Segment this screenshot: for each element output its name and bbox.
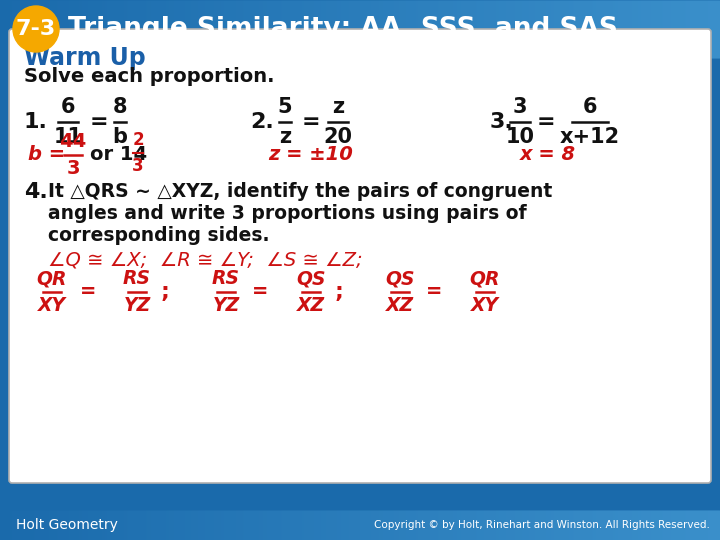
Text: 1.: 1. <box>24 112 48 132</box>
Text: =: = <box>90 112 109 132</box>
Text: XZ: XZ <box>386 296 414 315</box>
Text: It △QRS ∼ △XYZ, identify the pairs of congruent: It △QRS ∼ △XYZ, identify the pairs of co… <box>48 182 552 201</box>
Text: YZ: YZ <box>212 296 240 315</box>
Text: z = ±10: z = ±10 <box>268 145 353 165</box>
Text: YZ: YZ <box>123 296 150 315</box>
Text: 2.: 2. <box>250 112 274 132</box>
Text: 4.: 4. <box>24 182 48 202</box>
Text: =: = <box>537 112 556 132</box>
Text: b: b <box>112 126 127 146</box>
Text: QR: QR <box>469 269 500 288</box>
Circle shape <box>13 6 59 52</box>
Text: or 14: or 14 <box>90 145 147 165</box>
Text: QR: QR <box>37 269 67 288</box>
Text: RS: RS <box>212 269 240 288</box>
Text: XY: XY <box>471 296 499 315</box>
Text: Solve each proportion.: Solve each proportion. <box>24 67 274 86</box>
Text: x = 8: x = 8 <box>520 145 576 165</box>
Text: =: = <box>302 112 320 132</box>
FancyBboxPatch shape <box>9 29 711 483</box>
Text: 3: 3 <box>513 97 527 118</box>
Text: ∠Q ≅ ∠X;  ∠R ≅ ∠Y;  ∠S ≅ ∠Z;: ∠Q ≅ ∠X; ∠R ≅ ∠Y; ∠S ≅ ∠Z; <box>48 250 363 269</box>
Text: QS: QS <box>385 269 415 288</box>
Text: 8: 8 <box>113 97 127 118</box>
Text: z: z <box>279 126 291 146</box>
Text: z: z <box>332 97 344 118</box>
Text: 6: 6 <box>582 97 598 118</box>
Text: x+12: x+12 <box>560 126 620 146</box>
Text: XZ: XZ <box>297 296 325 315</box>
Text: Triangle Similarity: AA, SSS, and SAS: Triangle Similarity: AA, SSS, and SAS <box>68 16 618 42</box>
Text: corresponding sides.: corresponding sides. <box>48 226 269 245</box>
Text: 3: 3 <box>66 159 80 178</box>
Text: 3.: 3. <box>490 112 514 132</box>
Text: 7-3: 7-3 <box>16 19 56 39</box>
Text: 44: 44 <box>59 132 86 151</box>
Text: =: = <box>426 282 442 301</box>
Text: 20: 20 <box>323 126 353 146</box>
Text: b =: b = <box>28 145 65 165</box>
Text: 11: 11 <box>53 126 83 146</box>
Text: Holt Geometry: Holt Geometry <box>16 518 118 532</box>
Text: QS: QS <box>296 269 325 288</box>
Text: Copyright © by Holt, Rinehart and Winston. All Rights Reserved.: Copyright © by Holt, Rinehart and Winsto… <box>374 520 710 530</box>
Text: 10: 10 <box>505 126 534 146</box>
Text: 3: 3 <box>132 157 144 174</box>
Text: 2: 2 <box>132 131 144 150</box>
Text: ;: ; <box>161 282 170 302</box>
Text: XY: XY <box>38 296 66 315</box>
Text: ;: ; <box>335 282 344 302</box>
Text: 6: 6 <box>60 97 76 118</box>
Text: angles and write 3 proportions using pairs of: angles and write 3 proportions using pai… <box>48 204 526 223</box>
Text: RS: RS <box>123 269 151 288</box>
Text: Warm Up: Warm Up <box>24 46 145 70</box>
Text: =: = <box>252 282 269 301</box>
Text: =: = <box>80 282 96 301</box>
Text: 5: 5 <box>278 97 292 118</box>
